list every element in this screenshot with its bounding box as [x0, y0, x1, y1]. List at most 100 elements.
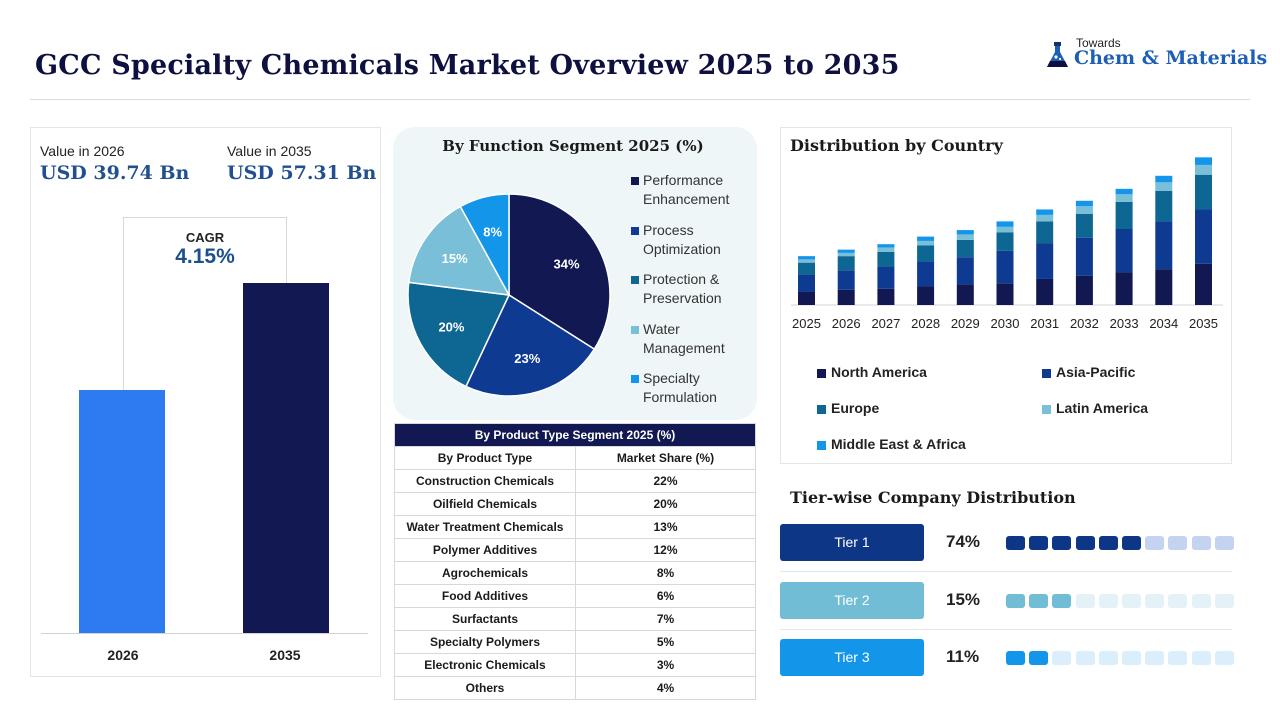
- distribution-title: Distribution by Country: [790, 136, 1003, 155]
- value-2035: USD 57.31 Bn: [227, 162, 377, 184]
- pie-slice: [464, 293, 596, 397]
- stacked-bar-segment: [1195, 157, 1212, 165]
- tier-progress-dot: [1191, 594, 1211, 608]
- legend-swatch: [1042, 369, 1051, 378]
- tier-progress-dot: [1214, 594, 1234, 608]
- tier-progress: [1006, 651, 1234, 665]
- tier-progress-dot: [1075, 651, 1095, 665]
- tier-progress-dot: [1191, 651, 1211, 665]
- product-share: 7%: [575, 607, 756, 631]
- stacked-bar-chart: 2025 2026 2027 2028 2029 2030 2031 2032 2033 2034…: [791, 157, 1223, 331]
- stacked-bar-segment: [1155, 182, 1173, 191]
- stacked-bar-segment: [1036, 243, 1054, 279]
- x-tick-label: 2025: [792, 316, 821, 331]
- stacked-bar-segment: [837, 252, 855, 257]
- legend-swatch: [817, 405, 826, 414]
- product-share: 3%: [575, 653, 756, 677]
- product-share: 13%: [575, 515, 756, 539]
- legend-label: Latin America: [1056, 400, 1149, 416]
- stacked-bar-segment: [996, 250, 1014, 284]
- table-row: Polymer Additives 12%: [394, 538, 756, 562]
- stacked-bar-segment: [917, 261, 935, 287]
- tier-progress-dot: [1145, 536, 1165, 550]
- stacked-bar-segment: [956, 230, 974, 235]
- table-row: Food Additives 6%: [394, 584, 756, 608]
- table-row: Specialty Polymers 5%: [394, 630, 756, 654]
- table-header-product: By Product Type: [394, 446, 576, 470]
- pie-slice-label: 15%: [442, 251, 468, 266]
- table-row: Others 4%: [394, 676, 756, 700]
- stacked-bar-segment: [956, 234, 974, 240]
- stacked-bar-segment: [1115, 272, 1133, 305]
- tier-progress-dot: [1006, 536, 1025, 550]
- table-row: Water Treatment Chemicals 13%: [394, 515, 756, 539]
- stacked-bar-segment: [996, 232, 1014, 251]
- stacked-bar-segment: [996, 221, 1014, 227]
- tier-progress-dot: [1168, 536, 1188, 550]
- stacked-bar-segment: [1115, 188, 1133, 195]
- product-name: Construction Chemicals: [394, 469, 576, 493]
- product-share: 20%: [575, 492, 756, 516]
- pie-slice-label: 34%: [554, 256, 580, 271]
- tier-progress-dot: [1214, 651, 1234, 665]
- stacked-bar-segment: [837, 249, 855, 253]
- tier-progress: [1006, 536, 1234, 550]
- tier-progress: [1006, 594, 1234, 608]
- table-row: Construction Chemicals 22%: [394, 469, 756, 493]
- tier-button: Tier 2: [780, 582, 924, 619]
- table-row: Agrochemicals 8%: [394, 561, 756, 585]
- stacked-bar-segment: [956, 257, 974, 285]
- x-tick-label: 2033: [1110, 316, 1139, 331]
- table-row: Electronic Chemicals 3%: [394, 653, 756, 677]
- bar-baseline: [41, 633, 368, 634]
- tier-progress-dot: [1168, 651, 1188, 665]
- product-name: Food Additives: [394, 584, 576, 608]
- tier-progress-dot: [1052, 651, 1072, 665]
- stacked-bar-segment: [996, 226, 1014, 233]
- tier-progress-dot: [1075, 594, 1095, 608]
- x-tick-label: 2035: [1189, 316, 1218, 331]
- legend-swatch: [631, 276, 639, 284]
- legend-swatch: [631, 226, 639, 235]
- product-name: Others: [394, 676, 576, 700]
- logo-text-small: Towards: [1076, 36, 1121, 50]
- product-share: 5%: [575, 630, 756, 654]
- flask-icon: [1047, 42, 1068, 67]
- tier-progress-dot: [1214, 536, 1234, 550]
- cagr-label: CAGR: [185, 230, 225, 245]
- tier-progress-dot: [1122, 594, 1141, 608]
- legend-label: Process Optimization: [643, 221, 721, 257]
- legend-label: Performance Enhancement: [643, 172, 730, 207]
- product-share: 22%: [575, 469, 756, 493]
- table-header-share: Market Share (%): [575, 446, 756, 470]
- tier-progress-dot: [1098, 536, 1118, 550]
- pie-chart: 34% 23% 20% 15% 8%: [407, 193, 611, 397]
- logo-text-big: Chem & Materials: [1074, 47, 1268, 69]
- product-name: Surfactants: [394, 607, 576, 631]
- stacked-bar-segment: [1036, 214, 1054, 222]
- tier-progress-dot: [1052, 536, 1072, 550]
- stacked-bar-segment: [1155, 175, 1173, 183]
- x-tick-label: 2032: [1070, 316, 1099, 331]
- stacked-bar-segment: [1115, 201, 1133, 229]
- tier-progress-dot: [1122, 536, 1141, 550]
- tier-progress-dot: [1075, 536, 1095, 550]
- stacked-bar-segment: [877, 244, 895, 248]
- table-caption: By Product Type Segment 2025 (%): [394, 423, 756, 447]
- stacked-bar-segment: [1036, 278, 1054, 305]
- x-tick-label: 2026: [832, 316, 861, 331]
- tier-divider: [780, 629, 1232, 630]
- stacked-bar-segment: [1155, 191, 1173, 222]
- table-row: Oilfield Chemicals 20%: [394, 492, 756, 516]
- legend-swatch: [817, 441, 826, 450]
- legend-label: Middle East & Africa: [831, 436, 966, 452]
- product-share: 4%: [575, 676, 756, 700]
- stacked-bar-segment: [798, 274, 815, 292]
- stacked-bar-segment: [917, 245, 935, 262]
- legend-label: Protection & Preservation: [643, 271, 722, 306]
- stacked-bar-segment: [877, 288, 895, 305]
- legend-label: Specialty Formulation: [643, 370, 717, 405]
- x-tick-label: 2027: [871, 316, 900, 331]
- market-value-panel: Value in 2026 USD 39.74 Bn Value in 2035…: [30, 127, 381, 677]
- stacked-bar-segment: [798, 259, 815, 263]
